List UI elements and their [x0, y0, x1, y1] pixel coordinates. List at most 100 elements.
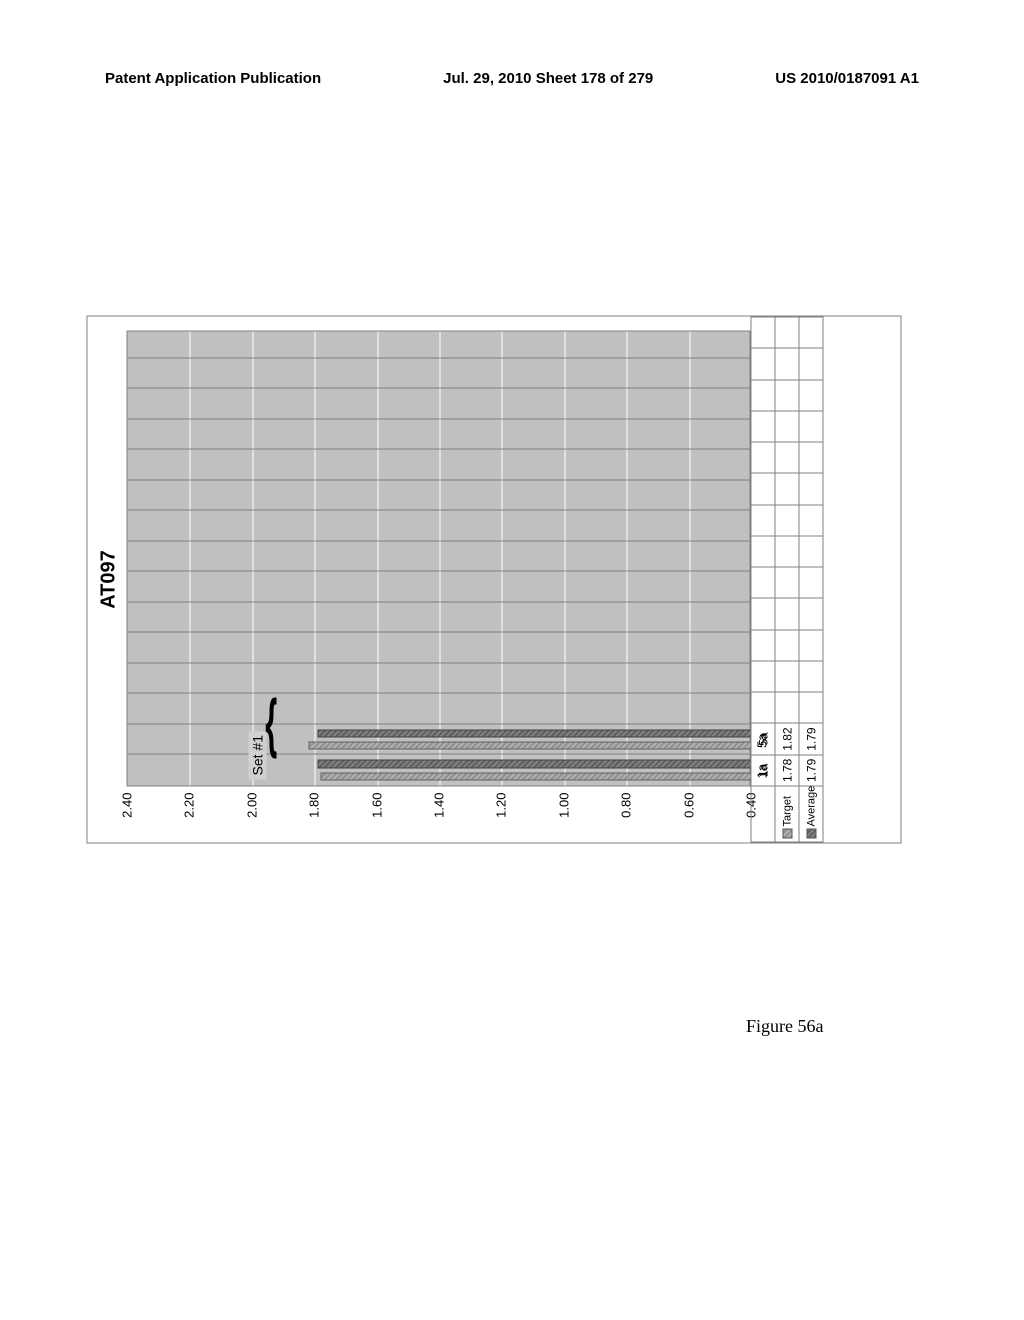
table-cell	[799, 348, 823, 379]
table-cell: 1.82	[775, 723, 799, 754]
x-gridline	[128, 601, 750, 602]
table-header-row: 1a5a	[751, 317, 775, 842]
table-cell	[775, 661, 799, 692]
y-tick-label: 0.60	[681, 793, 696, 835]
legend-swatch-icon	[806, 829, 816, 839]
header-right: US 2010/0187091 A1	[775, 70, 919, 87]
table-cell	[799, 692, 823, 723]
y-tick-label: 1.00	[556, 793, 571, 835]
table-cell	[775, 630, 799, 661]
table-cell	[799, 661, 823, 692]
table-cell	[775, 442, 799, 473]
table-cell	[775, 380, 799, 411]
y-tick-label: 2.00	[244, 793, 259, 835]
table-cell	[799, 380, 823, 411]
set-label: Set #1	[248, 731, 266, 779]
row-label-text: Average	[805, 786, 817, 827]
x-gridline	[128, 632, 750, 633]
y-tick-label: 2.40	[120, 793, 135, 835]
table-header-cell	[751, 473, 775, 504]
table-corner-cell	[751, 786, 775, 842]
x-gridline	[128, 693, 750, 694]
x-gridline	[128, 754, 750, 755]
table-header-cell	[751, 598, 775, 629]
table-header-cell	[751, 567, 775, 598]
table-header-cell	[751, 661, 775, 692]
x-gridline	[128, 418, 750, 419]
table-cell	[775, 598, 799, 629]
table-cell	[799, 411, 823, 442]
plot-area: Set #1 ⏞	[127, 331, 751, 787]
table-header-cell	[751, 380, 775, 411]
header-center: Jul. 29, 2010 Sheet 178 of 279	[443, 70, 653, 87]
table-cell	[775, 348, 799, 379]
y-gridline	[627, 332, 628, 786]
table-cell	[799, 567, 823, 598]
table-cell	[799, 536, 823, 567]
y-tick-label: 2.20	[182, 793, 197, 835]
table-cell	[775, 567, 799, 598]
plot-container: Set #1⏞ 2.402.202.001.801.601.401.201.00…	[127, 331, 751, 787]
table-header-cell	[751, 348, 775, 379]
y-gridline	[502, 332, 503, 786]
x-gridline	[128, 479, 750, 480]
table-header-cell	[751, 536, 775, 567]
table-cell	[799, 442, 823, 473]
header-left: Patent Application Publication	[105, 70, 321, 87]
table-cell: 1.79	[799, 755, 823, 786]
target-bar	[321, 772, 752, 780]
page-header: Patent Application Publication Jul. 29, …	[0, 70, 1024, 87]
y-tick-label: 0.80	[619, 793, 634, 835]
brace-icon: ⏞	[280, 678, 309, 777]
table-cell	[799, 598, 823, 629]
x-gridline	[128, 723, 750, 724]
y-gridline	[377, 332, 378, 786]
x-gridline	[128, 357, 750, 358]
table-cell: 1.79	[799, 723, 823, 754]
table-cell	[775, 536, 799, 567]
table-cell	[775, 473, 799, 504]
table-row-label: Target	[775, 786, 799, 842]
table-cell	[799, 317, 823, 348]
table-header-cell	[751, 505, 775, 536]
legend-swatch-icon	[782, 829, 792, 839]
target-bar	[308, 742, 751, 750]
data-table-wrap: 1a5aTarget1.781.82Average1.791.79	[751, 317, 824, 843]
table-cell	[799, 505, 823, 536]
table-header-cell: 5a	[751, 723, 775, 754]
y-tick-label: 1.80	[307, 793, 322, 835]
table-header-cell	[751, 630, 775, 661]
table-cell	[775, 411, 799, 442]
y-gridline	[190, 332, 191, 786]
x-gridline	[128, 388, 750, 389]
y-tick-label: 1.20	[494, 793, 509, 835]
data-table: 1a5aTarget1.781.82Average1.791.79	[751, 317, 824, 843]
table-cell	[799, 630, 823, 661]
table-row-label: Average	[799, 786, 823, 842]
x-gridline	[128, 571, 750, 572]
table-cell: 1.78	[775, 755, 799, 786]
chart-title: AT097	[88, 317, 127, 843]
y-tick-label: 1.40	[432, 793, 447, 835]
chart-frame: AT097 Set #1 ⏞ 2.40 2.20 2.00 1.80 1.60 1.40 1.…	[87, 316, 902, 844]
figure-caption: Figure 56a	[746, 1016, 823, 1037]
table-cell	[775, 317, 799, 348]
table-header-cell	[751, 442, 775, 473]
table-cell	[799, 473, 823, 504]
average-bar	[318, 760, 752, 768]
average-bar	[318, 729, 752, 737]
x-gridline	[128, 449, 750, 450]
table-cell	[775, 505, 799, 536]
y-gridline	[689, 332, 690, 786]
y-gridline	[564, 332, 565, 786]
x-gridline	[128, 510, 750, 511]
table-header-cell	[751, 317, 775, 348]
x-gridline	[128, 540, 750, 541]
table-header-cell: 1a	[751, 755, 775, 786]
x-gridline	[128, 662, 750, 663]
y-tick-label: 1.60	[369, 793, 384, 835]
table-row: Target1.781.82	[775, 317, 799, 842]
table-header-cell	[751, 692, 775, 723]
y-gridline	[440, 332, 441, 786]
table-cell	[775, 692, 799, 723]
